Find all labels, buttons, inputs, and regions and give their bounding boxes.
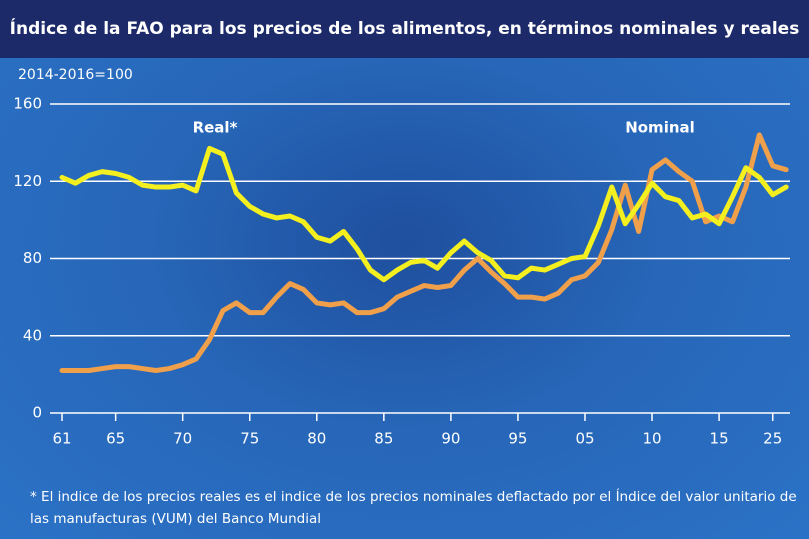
x-tick-label: 70: [173, 430, 192, 448]
y-tick-label: 160: [13, 95, 42, 113]
y-tick-label: 120: [13, 172, 42, 190]
x-tick-label: 80: [307, 430, 326, 448]
chart: 2014-2016=100 Real* Nominal 0 40 80 120 160 6…: [13, 67, 789, 448]
y-unit-label: 2014-2016=100: [18, 67, 133, 83]
x-tick-label: 95: [508, 430, 527, 448]
x-tick-label: 65: [106, 430, 125, 448]
x-tick-label: 10: [642, 430, 661, 448]
x-tick-label: 15: [710, 430, 729, 448]
y-tick-label: 0: [32, 404, 42, 422]
x-tick-label: 90: [441, 430, 460, 448]
series-line: [59, 145, 789, 283]
y-tick-label: 40: [23, 326, 42, 344]
annotation: Nominal: [625, 119, 695, 137]
annotation: Real*: [193, 119, 238, 137]
footnote: * El indice de los precios reales es el …: [30, 489, 797, 527]
chart-title: Índice de la FAO para los precios de los…: [0, 0, 809, 58]
x-tick-label: 05: [575, 430, 594, 448]
x-tick-label: 75: [240, 430, 259, 448]
x-tick-label: 25: [763, 430, 782, 448]
x-tick-label: 61: [52, 430, 71, 448]
y-tick-label: 80: [23, 249, 42, 267]
x-tick-label: 85: [374, 430, 393, 448]
series-line: [59, 132, 789, 374]
